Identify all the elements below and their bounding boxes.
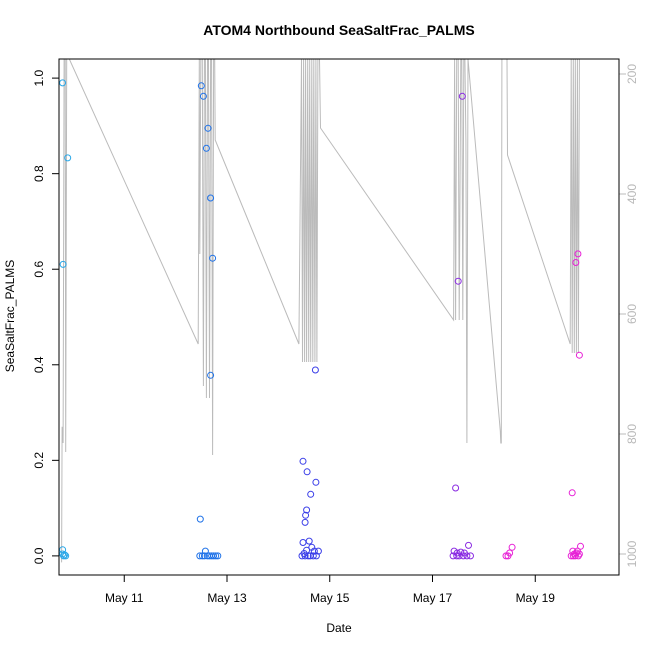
data-point bbox=[207, 194, 215, 202]
pressure-line-layer bbox=[61, 58, 581, 563]
data-point bbox=[307, 490, 315, 498]
data-point bbox=[455, 552, 463, 560]
data-point bbox=[577, 542, 584, 550]
data-point bbox=[59, 79, 67, 87]
y-tick-label: 0.6 bbox=[32, 261, 46, 278]
secondary-tick-label: 200 bbox=[625, 64, 639, 84]
data-point bbox=[458, 92, 466, 100]
data-point bbox=[301, 518, 309, 526]
x-tick-label: May 15 bbox=[310, 591, 350, 605]
y-tick-label: 0.4 bbox=[32, 356, 46, 373]
data-point bbox=[302, 511, 310, 519]
x-tick-label: May 17 bbox=[413, 591, 453, 605]
pressure-line bbox=[61, 58, 581, 563]
data-point bbox=[575, 550, 583, 558]
data-point bbox=[467, 552, 474, 560]
plot-frame bbox=[58, 58, 620, 576]
data-point bbox=[304, 552, 312, 560]
data-point bbox=[207, 371, 215, 379]
chart-title: ATOM4 Northbound SeaSaltFrac_PALMS bbox=[203, 22, 474, 38]
data-point bbox=[453, 552, 461, 560]
data-point bbox=[202, 144, 210, 152]
data-point bbox=[196, 552, 204, 560]
data-point bbox=[60, 552, 68, 560]
data-point bbox=[575, 351, 583, 359]
data-point bbox=[301, 552, 309, 560]
data-point bbox=[299, 457, 307, 465]
data-point bbox=[463, 552, 471, 560]
data-point bbox=[198, 552, 206, 560]
y-tick-label: 1.0 bbox=[32, 69, 46, 86]
y-tick-label: 0.2 bbox=[32, 452, 46, 469]
y-tick-label: 0.8 bbox=[32, 165, 46, 182]
secondary-tick-label: 600 bbox=[625, 304, 639, 324]
data-point bbox=[574, 250, 582, 258]
data-point bbox=[465, 541, 472, 549]
x-tick-label: May 19 bbox=[516, 591, 556, 605]
data-point bbox=[312, 478, 320, 486]
data-point bbox=[452, 484, 460, 492]
data-point bbox=[502, 552, 510, 560]
data-point bbox=[309, 552, 317, 560]
data-point bbox=[305, 537, 313, 545]
x-tick-label: May 13 bbox=[207, 591, 247, 605]
data-point bbox=[199, 92, 207, 100]
data-point bbox=[212, 552, 220, 560]
axes: May 11 May 13 May 15 May 17 May 19 0.0 0.2 0.4 0… bbox=[32, 64, 639, 605]
data-point bbox=[209, 254, 217, 262]
y-tick-label: 0.0 bbox=[32, 547, 46, 564]
data-point bbox=[214, 552, 222, 560]
data-point bbox=[504, 552, 512, 560]
x-axis-label: Date bbox=[326, 621, 352, 635]
data-point bbox=[59, 260, 67, 268]
y-axis-label: SeaSaltFrac_PALMS bbox=[3, 260, 17, 373]
data-point bbox=[64, 154, 72, 162]
data-point bbox=[303, 468, 311, 476]
data-point bbox=[311, 366, 319, 374]
data-point bbox=[572, 549, 580, 557]
x-tick-label: May 11 bbox=[105, 591, 144, 605]
secondary-tick-label: 400 bbox=[625, 184, 639, 204]
data-point bbox=[62, 552, 70, 560]
data-point bbox=[196, 515, 204, 523]
data-point bbox=[61, 551, 69, 559]
data-point bbox=[204, 124, 212, 132]
data-point bbox=[312, 552, 320, 560]
data-point bbox=[303, 506, 311, 514]
data-point bbox=[454, 277, 462, 285]
data-point bbox=[299, 539, 307, 546]
data-points bbox=[59, 79, 584, 560]
data-point bbox=[508, 543, 516, 551]
secondary-tick-label: 800 bbox=[625, 424, 639, 444]
data-point bbox=[200, 552, 208, 560]
data-point bbox=[210, 552, 218, 560]
data-point bbox=[197, 82, 205, 90]
data-point bbox=[572, 259, 580, 266]
data-point bbox=[568, 489, 576, 497]
secondary-tick-label: 1000 bbox=[625, 540, 639, 567]
data-point bbox=[459, 552, 467, 560]
